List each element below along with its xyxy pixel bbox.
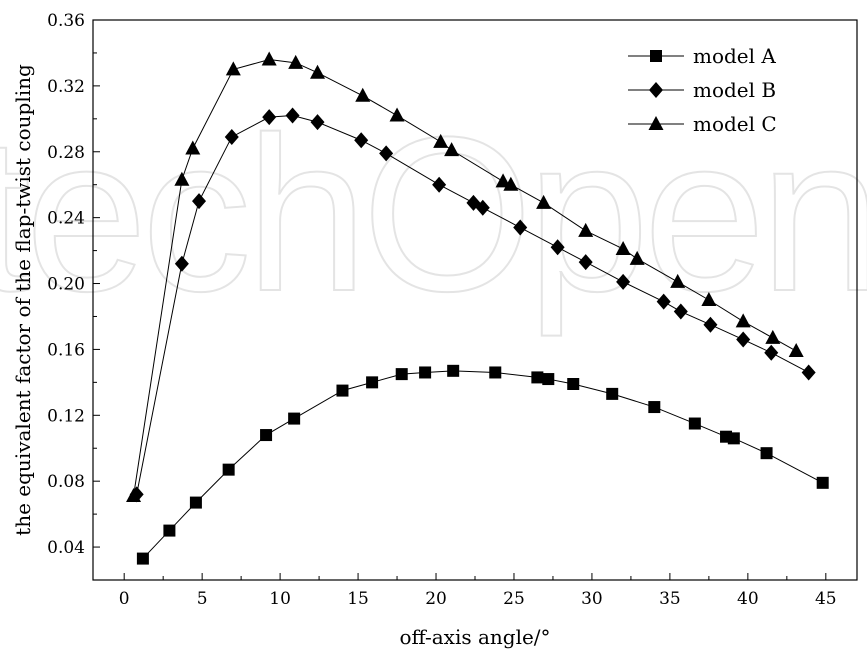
data-point-series-1 (366, 376, 379, 389)
data-point-series-3 (503, 176, 519, 191)
data-point-series-3 (355, 87, 371, 102)
data-point-series-2 (174, 255, 189, 272)
data-point-series-1 (567, 378, 580, 390)
data-point-series-1 (447, 364, 460, 377)
data-point-series-3 (126, 488, 142, 502)
data-point-series-3 (495, 173, 511, 188)
legend-marker (650, 50, 662, 62)
legend-label: model C (693, 112, 777, 136)
data-point-series-1 (542, 373, 555, 386)
y-tick-label: 0.12 (47, 406, 85, 426)
data-point-series-3 (225, 61, 241, 76)
data-point-series-3 (615, 240, 631, 255)
x-tick-label: 5 (197, 589, 208, 609)
data-point-series-2 (224, 128, 239, 145)
data-point-series-3 (536, 194, 552, 209)
data-point-series-1 (419, 366, 432, 379)
y-tick-label: 0.36 (47, 11, 85, 31)
data-point-series-1 (189, 496, 202, 509)
data-point-series-2 (354, 132, 369, 149)
x-tick-label: 30 (581, 589, 603, 609)
x-tick-label: 20 (425, 589, 447, 609)
data-point-series-3 (444, 142, 460, 157)
data-point-series-1 (760, 447, 773, 460)
series-markers (126, 51, 829, 565)
data-point-series-1 (260, 429, 273, 442)
data-point-series-2 (550, 239, 565, 256)
data-point-series-2 (285, 107, 300, 124)
series-line-3 (133, 59, 797, 497)
y-tick-label: 0.24 (47, 209, 85, 229)
data-point-series-1 (136, 552, 149, 565)
data-point-series-2 (310, 114, 325, 131)
data-point-series-3 (174, 171, 190, 186)
data-point-series-2 (192, 193, 207, 210)
x-tick-label: 15 (347, 589, 369, 609)
x-tick-label: 35 (659, 589, 681, 609)
data-point-series-3 (433, 133, 449, 148)
data-point-series-1 (606, 387, 619, 400)
legend-marker (648, 116, 664, 130)
data-point-series-3 (310, 64, 326, 79)
data-point-series-1 (222, 463, 235, 476)
data-point-series-2 (801, 364, 816, 381)
data-point-series-1 (163, 524, 176, 537)
data-point-series-3 (735, 313, 751, 328)
data-point-series-2 (513, 219, 528, 236)
data-point-series-3 (765, 329, 781, 344)
data-point-series-3 (288, 54, 304, 69)
data-point-series-1 (395, 368, 408, 381)
axis-ticks: 0 5 10 15 20 25 30 35 40 45 0.04 0.08 0.12 0.16 0.20 0.… (47, 11, 836, 609)
x-tick-label: 40 (737, 589, 759, 609)
x-axis-title: off-axis angle/° (399, 625, 550, 649)
data-point-series-3 (185, 140, 201, 155)
data-point-series-2 (262, 109, 277, 126)
x-tick-label: 10 (269, 589, 291, 609)
x-tick-label: 25 (503, 589, 525, 609)
y-tick-label: 0.08 (47, 472, 85, 492)
data-point-series-2 (673, 303, 688, 320)
data-point-series-3 (670, 273, 686, 288)
data-point-series-1 (288, 412, 301, 425)
x-tick-label: 45 (815, 589, 837, 609)
data-point-series-3 (261, 51, 277, 66)
data-point-series-2 (578, 254, 593, 271)
data-point-series-1 (489, 366, 502, 379)
data-point-series-2 (616, 273, 631, 290)
y-axis-title: the equivalent factor of the flap-twist … (11, 64, 35, 536)
data-point-series-1 (816, 476, 829, 489)
data-point-series-3 (788, 343, 804, 358)
data-point-series-3 (578, 222, 594, 237)
data-point-series-2 (379, 145, 394, 162)
data-point-series-2 (703, 316, 718, 333)
data-point-series-3 (629, 250, 645, 265)
data-point-series-3 (701, 292, 717, 306)
data-point-series-3 (389, 107, 405, 122)
data-point-series-1 (648, 401, 661, 414)
data-point-series-1 (336, 384, 349, 397)
series-line-1 (142, 370, 823, 559)
data-point-series-2 (736, 331, 751, 348)
data-point-series-1 (688, 417, 701, 430)
x-tick-label: 0 (119, 589, 130, 609)
watermark: techOpen (0, 91, 867, 337)
y-tick-label: 0.16 (47, 340, 85, 360)
legend-label: model A (693, 44, 776, 68)
legend-label: model B (693, 78, 776, 102)
y-tick-label: 0.04 (47, 538, 85, 558)
y-tick-label: 0.28 (47, 143, 85, 163)
data-point-series-2 (656, 293, 671, 310)
y-tick-label: 0.32 (47, 77, 85, 97)
legend: model A model B model C (628, 44, 777, 136)
data-point-series-1 (531, 371, 544, 384)
data-point-series-1 (727, 432, 740, 445)
y-tick-label: 0.20 (47, 275, 85, 295)
data-point-series-2 (475, 199, 490, 216)
data-point-series-2 (764, 344, 779, 361)
data-point-series-2 (432, 176, 447, 193)
legend-marker (649, 82, 663, 98)
